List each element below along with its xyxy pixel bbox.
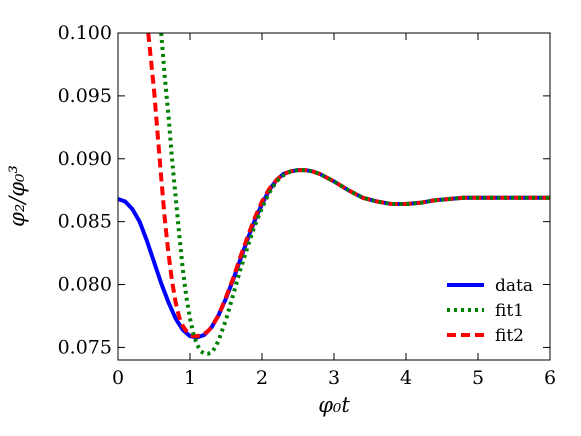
x-tick-label: 0 — [112, 367, 124, 389]
y-axis-label: φ₂/φ₀³ — [5, 165, 29, 227]
x-axis-label: φ₀t — [318, 393, 350, 417]
legend-label-fit1: fit1 — [495, 301, 524, 321]
y-tick-label: 0.085 — [58, 211, 112, 233]
x-tick-label: 1 — [184, 367, 196, 389]
series-line-fit2 — [146, 33, 550, 339]
x-tick-label: 3 — [328, 367, 340, 389]
x-tick-label: 6 — [544, 367, 556, 389]
y-tick-label: 0.080 — [58, 274, 112, 296]
ticks-layer: 0 1 2 3 4 5 6 0.075 0.080 0.085 0.090 0.095 0.100 — [58, 22, 556, 389]
y-tick-label: 0.095 — [58, 85, 112, 107]
y-tick-label: 0.090 — [58, 148, 112, 170]
x-tick-label: 5 — [472, 367, 484, 389]
x-tick-label: 4 — [400, 367, 412, 389]
legend: data fit1 fit2 — [447, 276, 533, 346]
x-tick-label: 2 — [256, 367, 268, 389]
series-layer — [118, 33, 550, 356]
legend-label-fit2: fit2 — [495, 326, 524, 346]
legend-label-data: data — [495, 276, 533, 296]
y-tick-label: 0.075 — [58, 336, 112, 358]
y-tick-label: 0.100 — [58, 22, 112, 44]
